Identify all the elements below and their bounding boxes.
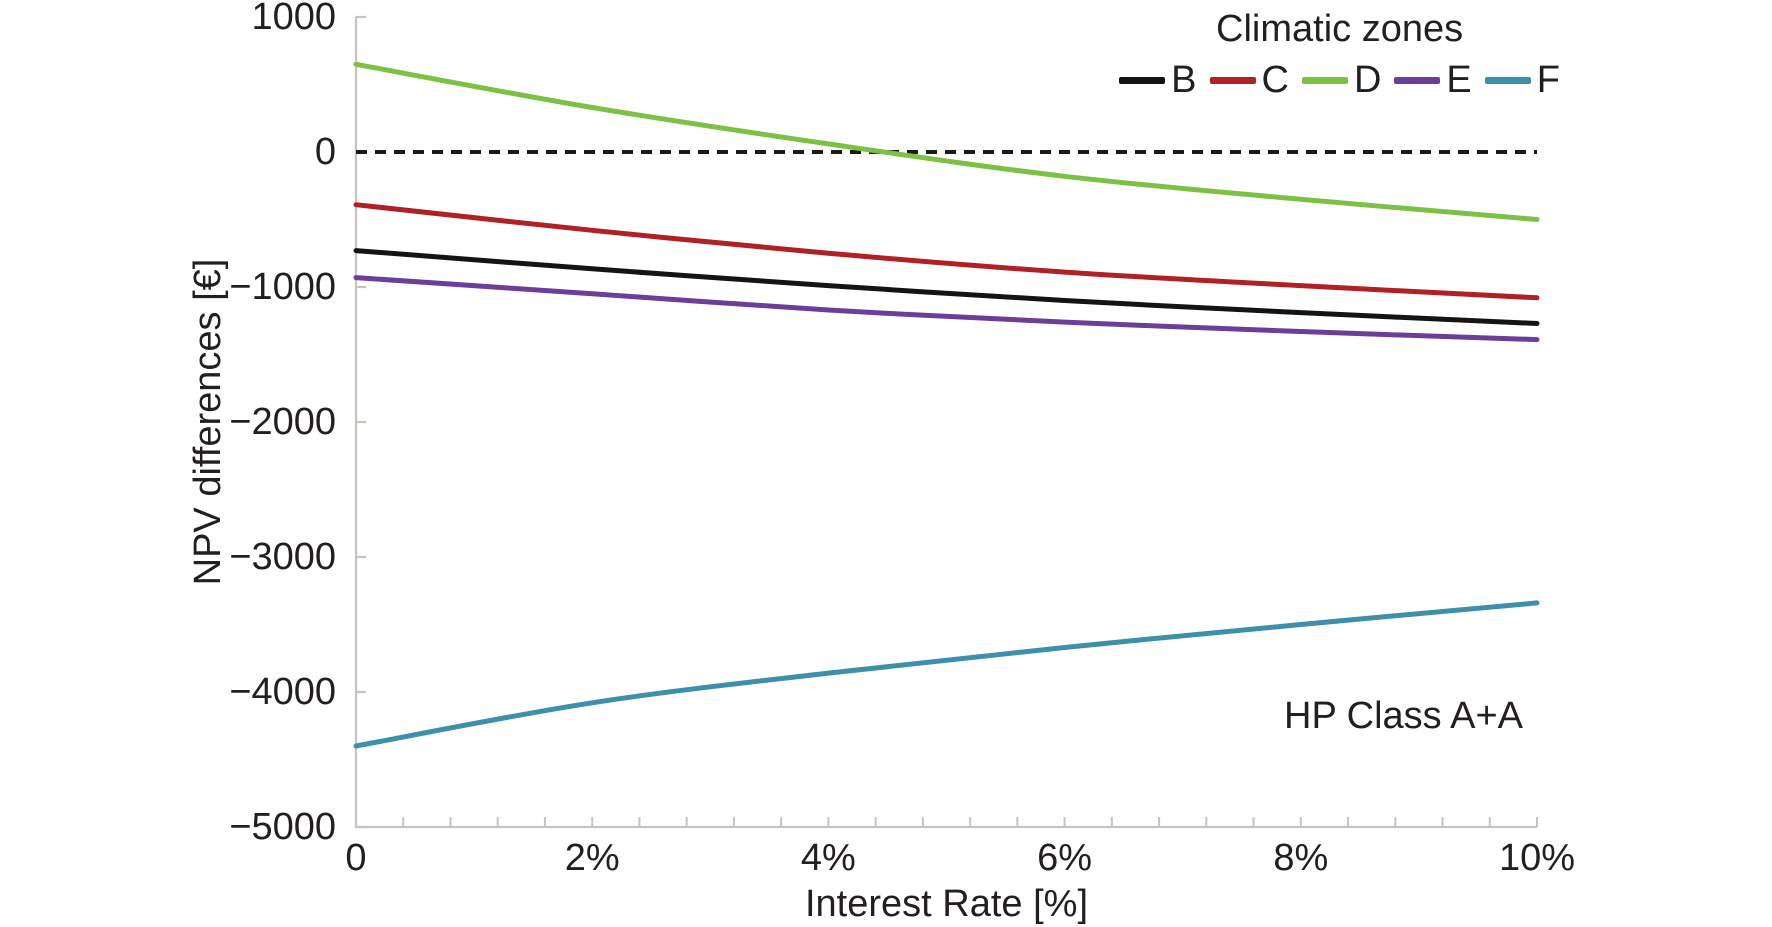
legend-line-swatch	[1209, 76, 1256, 84]
x-tick-label: 0	[345, 837, 367, 879]
series-line-C	[353, 202, 1540, 301]
legend-entry-E: E	[1394, 58, 1472, 102]
y-tick-label: 0	[314, 131, 336, 173]
legend-entries: B C D E F	[1119, 58, 1560, 102]
legend-entry-C: C	[1209, 58, 1289, 102]
legend-entry-label: E	[1446, 59, 1472, 101]
y-tick-label: −3000	[229, 536, 336, 578]
legend-entry-label: C	[1261, 59, 1289, 101]
x-tick-label: 4%	[800, 837, 856, 879]
legend-entry-label: B	[1171, 59, 1197, 101]
legend-title: Climatic zones	[1216, 8, 1464, 50]
chart-annotation: HP Class A+A	[1284, 695, 1524, 737]
legend-entry-B: B	[1119, 58, 1197, 102]
y-tick-label: −5000	[229, 806, 336, 848]
y-tick-label: −4000	[229, 671, 336, 713]
x-tick-label: 8%	[1273, 837, 1329, 879]
legend-entry-label: D	[1353, 59, 1382, 101]
x-tick-label: 6%	[1037, 837, 1093, 879]
legend-entry-label: F	[1536, 59, 1560, 101]
y-tick-label: −1000	[229, 266, 336, 308]
x-tick-label: 10%	[1498, 837, 1576, 879]
legend-line-swatch	[1119, 76, 1166, 84]
y-tick-label: 1000	[251, 0, 336, 38]
series-line-F	[353, 600, 1540, 749]
legend-line-swatch	[1484, 76, 1531, 84]
legend-entry-D: D	[1301, 58, 1382, 102]
series-line-E	[353, 275, 1540, 343]
legend-line-swatch	[1301, 76, 1348, 84]
legend-line-swatch	[1394, 76, 1441, 84]
x-axis-label: Interest Rate [%]	[804, 883, 1088, 925]
y-tick-label: −2000	[229, 401, 336, 443]
legend: Climatic zones B C D E F	[1119, 6, 1560, 102]
legend-entry-F: F	[1484, 58, 1560, 102]
x-tick-label: 2%	[564, 837, 620, 879]
series-line-D	[353, 61, 1540, 222]
series-line-B	[353, 248, 1540, 326]
